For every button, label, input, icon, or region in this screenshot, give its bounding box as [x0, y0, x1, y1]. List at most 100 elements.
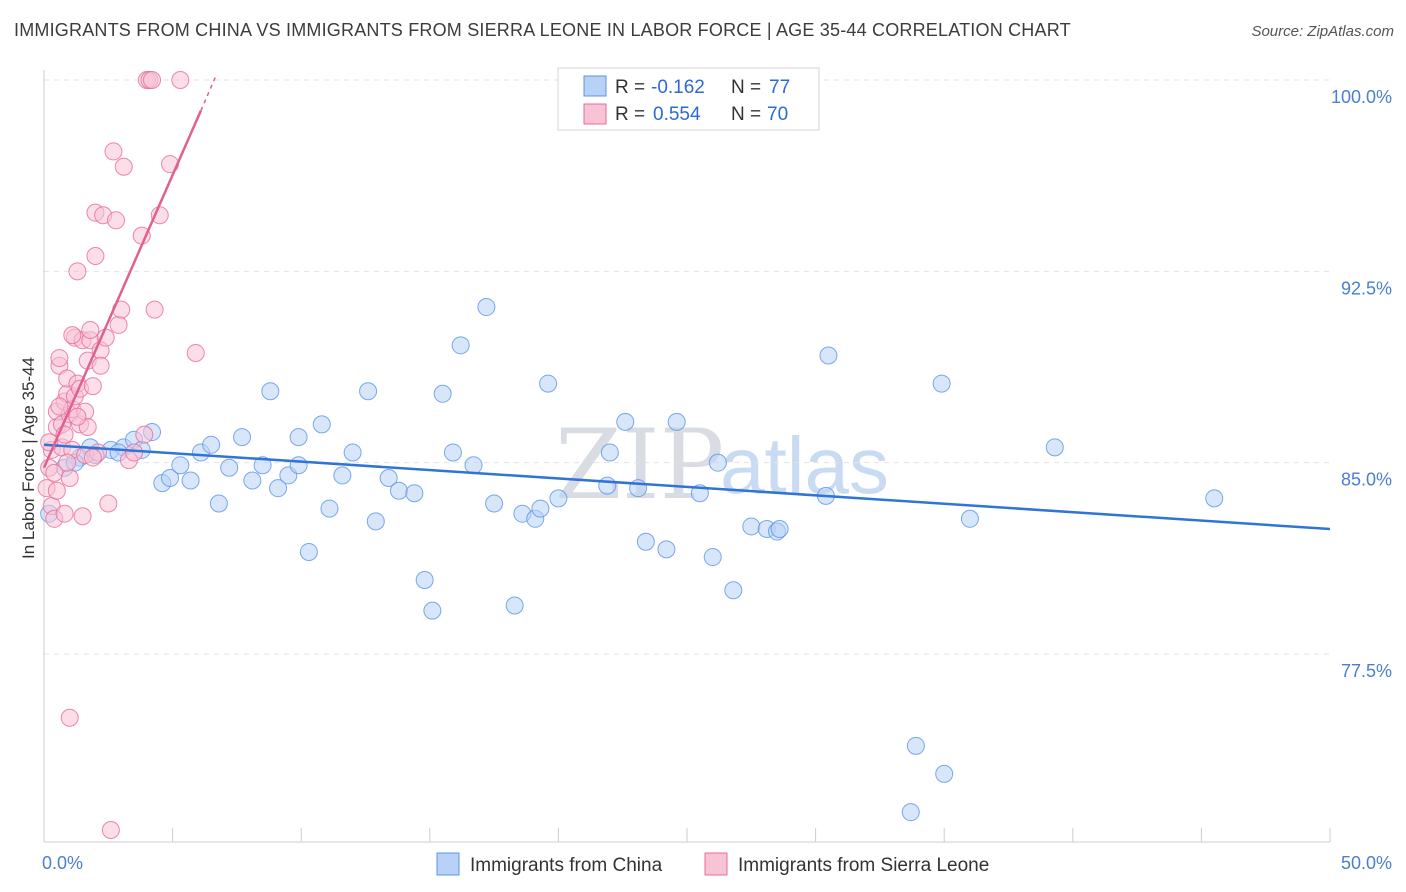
watermark-atlas: atlas [720, 421, 889, 510]
point-sierra-leone [125, 443, 144, 462]
legend-n-value-sierra: 70 [767, 104, 788, 125]
point-china [451, 336, 470, 355]
point-china [433, 384, 452, 403]
point-china [1045, 438, 1064, 457]
point-china [171, 456, 190, 475]
point-sierra-leone [47, 481, 66, 500]
legend-swatch-sierra [583, 103, 607, 125]
point-china [269, 479, 288, 498]
source-label: Source: ZipAtlas.com [1251, 23, 1394, 40]
point-china [233, 428, 252, 447]
point-china [598, 476, 617, 495]
trend-line-sierra-leone-extension [200, 74, 218, 111]
x-tick-label: 50.0% [1341, 853, 1392, 873]
point-sierra-leone [145, 300, 164, 319]
point-sierra-leone [107, 211, 126, 230]
point-sierra-leone [83, 448, 102, 467]
point-sierra-leone [68, 262, 87, 281]
point-china [819, 346, 838, 365]
point-china [667, 412, 686, 431]
point-china [320, 499, 339, 518]
axes [43, 70, 1331, 843]
point-sierra-leone [143, 71, 162, 89]
point-china [333, 466, 352, 485]
point-sierra-leone [50, 397, 69, 416]
point-china [703, 548, 722, 567]
point-sierra-leone [186, 343, 205, 362]
point-sierra-leone [73, 507, 92, 526]
point-china [901, 803, 920, 822]
y-tick-label: 77.5% [1341, 661, 1392, 681]
point-china [531, 499, 550, 518]
point-china [289, 428, 308, 447]
point-sierra-leone [101, 821, 120, 840]
point-china [379, 468, 398, 487]
legend-r-label-china: R = [615, 77, 645, 98]
chart-title: IMMIGRANTS FROM CHINA VS IMMIGRANTS FROM… [14, 20, 1071, 40]
point-china [770, 519, 789, 538]
point-china [657, 540, 676, 559]
legend-swatch-china [583, 75, 607, 97]
point-sierra-leone [99, 494, 118, 513]
point-china [600, 443, 619, 462]
y-tick-labels: 100.0% 92.5% 85.0% 77.5% [1331, 87, 1392, 681]
point-china [477, 298, 496, 317]
grid-lines [44, 79, 1330, 655]
point-china [359, 382, 378, 401]
y-tick-label: 100.0% [1331, 87, 1392, 107]
point-china [243, 471, 262, 490]
y-tick-label: 85.0% [1341, 470, 1392, 490]
stats-legend: R = -0.162 N = 77 R = 0.554 N = 70 [557, 67, 820, 131]
point-china [161, 468, 180, 487]
point-sierra-leone [81, 321, 100, 340]
point-sierra-leone [109, 315, 128, 334]
legend-r-value-china: -0.162 [651, 77, 705, 98]
point-china [343, 443, 362, 462]
point-sierra-leone [114, 157, 133, 176]
trend-line-china [43, 443, 1331, 531]
point-china [960, 509, 979, 528]
point-china [742, 517, 761, 536]
point-china [505, 596, 524, 615]
legend-r-value-sierra: 0.554 [653, 104, 701, 125]
point-sierra-leone [60, 708, 79, 727]
point-sierra-leone [63, 326, 82, 345]
point-china [549, 489, 568, 508]
point-china [1205, 489, 1224, 508]
legend-r-label-sierra: R = [615, 104, 645, 125]
point-china [708, 453, 727, 472]
watermark-zip: ZIP [555, 409, 724, 521]
point-china [464, 456, 483, 475]
point-china [366, 512, 385, 531]
point-china [616, 412, 635, 431]
point-china [443, 443, 462, 462]
point-sierra-leone [55, 504, 74, 523]
bottom-legend-label-sierra: Immigrants from Sierra Leone [738, 855, 989, 876]
point-china [261, 382, 280, 401]
series-legend: Immigrants from China Immigrants from Si… [436, 852, 989, 876]
legend-n-value-china: 77 [769, 77, 790, 98]
x-tick-labels: 0.0% 50.0% [42, 853, 1392, 873]
y-tick-label: 92.5% [1341, 278, 1392, 298]
point-china [423, 601, 442, 620]
point-china [389, 481, 408, 500]
legend-n-label-china: N = [731, 77, 761, 98]
trend-line-sierra-leone [42, 110, 203, 469]
bottom-legend-label-china: Immigrants from China [470, 855, 663, 876]
point-china [181, 471, 200, 490]
point-china [636, 532, 655, 551]
point-sierra-leone [171, 71, 190, 89]
point-china [209, 494, 228, 513]
point-china [485, 494, 504, 513]
point-sierra-leone [135, 425, 154, 444]
point-china [312, 415, 331, 434]
point-sierra-leone [104, 142, 123, 161]
point-sierra-leone [50, 349, 69, 368]
point-china [906, 736, 925, 755]
x-tick-label: 0.0% [42, 853, 83, 873]
point-sierra-leone [86, 247, 105, 266]
y-axis-label: In Labor Force | Age 35-44 [19, 357, 38, 559]
point-china [932, 374, 951, 393]
point-sierra-leone [68, 407, 87, 426]
